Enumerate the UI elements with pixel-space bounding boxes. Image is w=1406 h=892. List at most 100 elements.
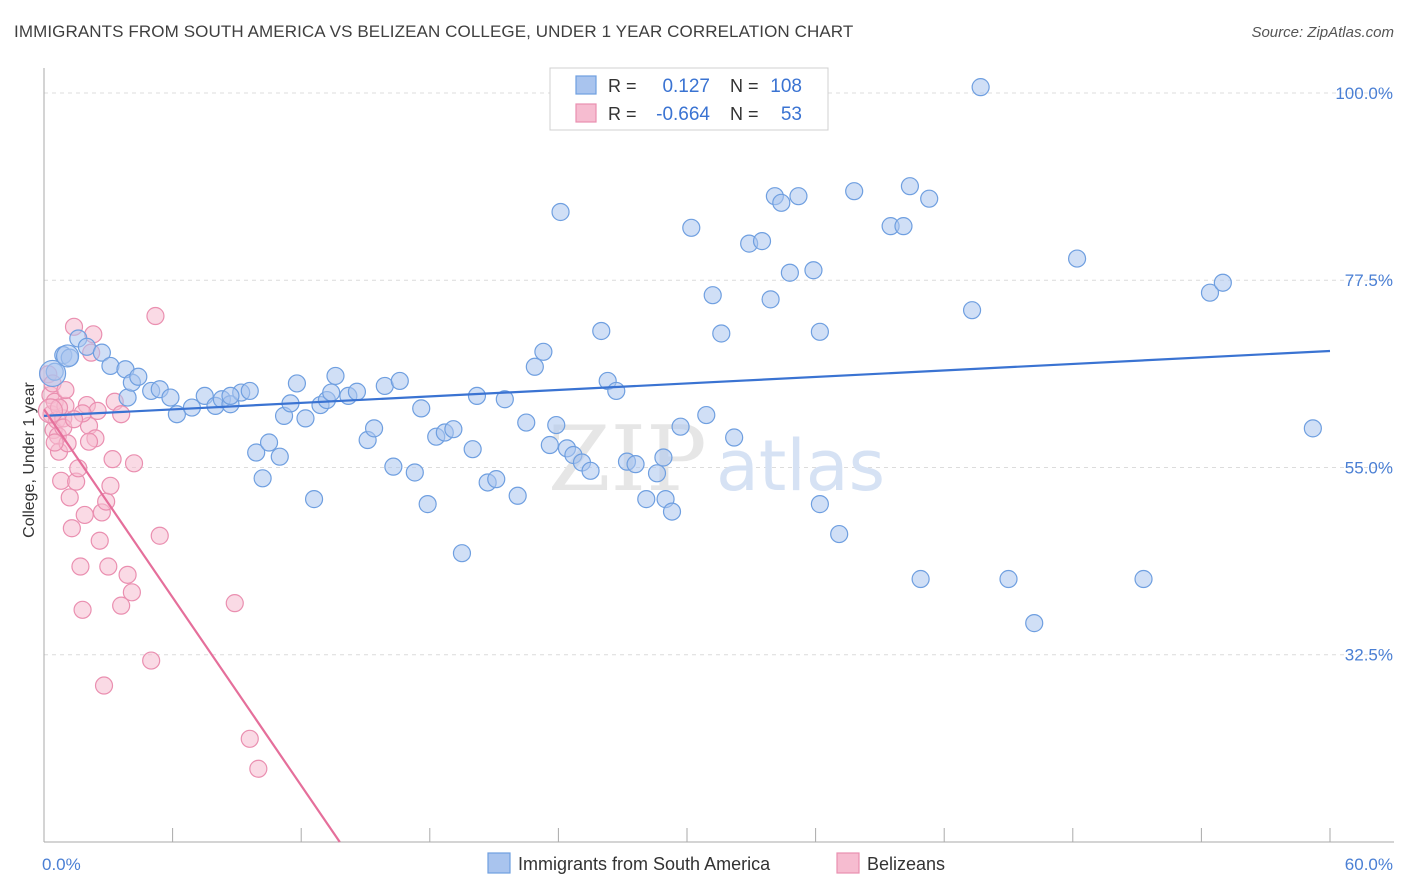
south-america-point-24 bbox=[253, 469, 272, 488]
south-america-point-78 bbox=[697, 405, 716, 425]
south-america-point-56 bbox=[517, 413, 536, 432]
stats-r-label-1: R = bbox=[608, 76, 637, 96]
south-america-point-8 bbox=[118, 388, 137, 407]
south-america-point-81 bbox=[725, 428, 744, 447]
stats-swatch-blue bbox=[575, 75, 597, 95]
watermark-atlas: atlas bbox=[716, 425, 885, 507]
belizeans-point-35 bbox=[112, 596, 131, 615]
belizeans-point-44 bbox=[249, 759, 268, 778]
south-america-point-48 bbox=[444, 420, 463, 439]
south-america-point-74 bbox=[662, 502, 682, 521]
south-america-point-37 bbox=[347, 382, 367, 401]
south-america-point-51 bbox=[467, 386, 487, 406]
south-america-point-89 bbox=[804, 261, 823, 280]
belizeans-point-36 bbox=[118, 565, 137, 584]
belizeans-point-49 bbox=[79, 432, 99, 451]
south-america-point-50 bbox=[463, 440, 482, 459]
south-america-point-40 bbox=[375, 376, 394, 396]
south-america-point-54 bbox=[495, 390, 514, 409]
south-america-point-55 bbox=[508, 486, 527, 505]
south-america-point-75 bbox=[654, 448, 673, 467]
stats-r-value-1: 0.127 bbox=[662, 76, 710, 97]
south-america-point-86 bbox=[772, 193, 791, 212]
south-america-point-35 bbox=[326, 366, 345, 386]
south-america-point-76 bbox=[671, 417, 690, 436]
stats-n-label-1: N = bbox=[730, 76, 759, 96]
south-america-point-91 bbox=[810, 495, 829, 514]
y-tick-label-3: 100.0% bbox=[1335, 84, 1393, 103]
belizeans-point-20 bbox=[75, 505, 94, 525]
south-america-point-60 bbox=[547, 415, 566, 435]
south-america-point-70 bbox=[626, 455, 645, 474]
south-america-point-96 bbox=[900, 177, 920, 196]
south-america-point-88 bbox=[780, 263, 799, 282]
south-america-point-41 bbox=[390, 371, 409, 391]
south-america-point-43 bbox=[405, 463, 424, 482]
belizeans-point-45 bbox=[56, 380, 75, 400]
belizeans-point-33 bbox=[103, 450, 122, 469]
belizeans-point-43 bbox=[240, 729, 259, 748]
legend-label-south-america: Immigrants from South America bbox=[518, 854, 771, 874]
south-america-point-22 bbox=[240, 381, 259, 401]
gridlines bbox=[44, 92, 1394, 656]
south-america-point-72 bbox=[647, 464, 667, 483]
south-america-point-104 bbox=[1134, 569, 1153, 589]
south-america-point-45 bbox=[418, 495, 437, 514]
stats-n-value-1: 108 bbox=[770, 76, 802, 97]
stats-n-label-2: N = bbox=[730, 104, 759, 124]
x-tick-label-0: 0.0% bbox=[42, 855, 81, 874]
legend: Immigrants from South America Belizeans bbox=[487, 852, 945, 874]
south-america-point-59 bbox=[540, 435, 559, 455]
south-america-point-30 bbox=[296, 409, 315, 428]
south-america-point-107 bbox=[1303, 419, 1322, 438]
legend-label-belizeans: Belizeans bbox=[867, 854, 945, 874]
x-tick-label-1: 60.0% bbox=[1345, 855, 1393, 874]
legend-swatch-belizeans bbox=[836, 852, 860, 874]
south-america-point-44 bbox=[412, 399, 431, 418]
south-america-point-98 bbox=[911, 569, 930, 589]
belizeans-point-32 bbox=[101, 476, 120, 495]
y-tick-label-1: 55.0% bbox=[1345, 458, 1393, 477]
south-america-cluster-2 bbox=[55, 344, 80, 368]
south-america-point-6 bbox=[101, 356, 120, 376]
south-america-point-80 bbox=[712, 324, 731, 343]
stats-r-value-2: -0.664 bbox=[656, 104, 710, 125]
south-america-point-21 bbox=[221, 386, 240, 406]
south-america-point-103 bbox=[1067, 249, 1087, 268]
south-america-point-42 bbox=[384, 457, 403, 476]
south-america-point-90 bbox=[810, 322, 829, 341]
chart-title: IMMIGRANTS FROM SOUTH AMERICA VS BELIZEA… bbox=[14, 22, 854, 41]
source-label: Source: ZipAtlas.com bbox=[1251, 24, 1394, 41]
belizeans-point-19 bbox=[73, 600, 92, 619]
south-america-point-58 bbox=[534, 342, 553, 361]
belizeans-point-39 bbox=[142, 651, 161, 670]
south-america-point-57 bbox=[525, 357, 544, 376]
belizeans-point-42 bbox=[225, 594, 244, 613]
south-america-point-25 bbox=[259, 433, 279, 452]
south-america-cluster-1 bbox=[38, 359, 67, 388]
belizeans-point-13 bbox=[60, 488, 79, 507]
south-america-point-100 bbox=[971, 78, 990, 97]
south-america-point-53 bbox=[487, 470, 506, 489]
stats-r-label-2: R = bbox=[608, 104, 637, 124]
south-america-point-68 bbox=[607, 381, 626, 401]
south-america-point-102 bbox=[1025, 614, 1044, 633]
south-america-point-26 bbox=[270, 447, 289, 466]
south-america-point-65 bbox=[581, 461, 600, 480]
stats-swatch-pink bbox=[575, 103, 597, 123]
south-america-point-13 bbox=[161, 388, 180, 407]
belizeans-point-29 bbox=[94, 676, 114, 695]
south-america-point-10 bbox=[129, 367, 148, 386]
south-america-point-93 bbox=[845, 182, 864, 201]
south-america-point-92 bbox=[830, 524, 849, 544]
trend-lines bbox=[43, 349, 1331, 843]
stats-box: R = 0.127 N = 108 R = -0.664 N = 53 bbox=[549, 67, 829, 131]
south-america-point-61 bbox=[551, 202, 570, 222]
belizeans-point-14 bbox=[62, 519, 81, 538]
south-america-point-105 bbox=[1200, 283, 1220, 302]
belizeans-point-27 bbox=[90, 531, 109, 550]
y-tick-label-2: 77.5% bbox=[1345, 271, 1393, 290]
belizeans-point-18 bbox=[71, 557, 90, 576]
south-america-point-31 bbox=[304, 490, 324, 509]
south-america-point-97 bbox=[920, 189, 939, 208]
